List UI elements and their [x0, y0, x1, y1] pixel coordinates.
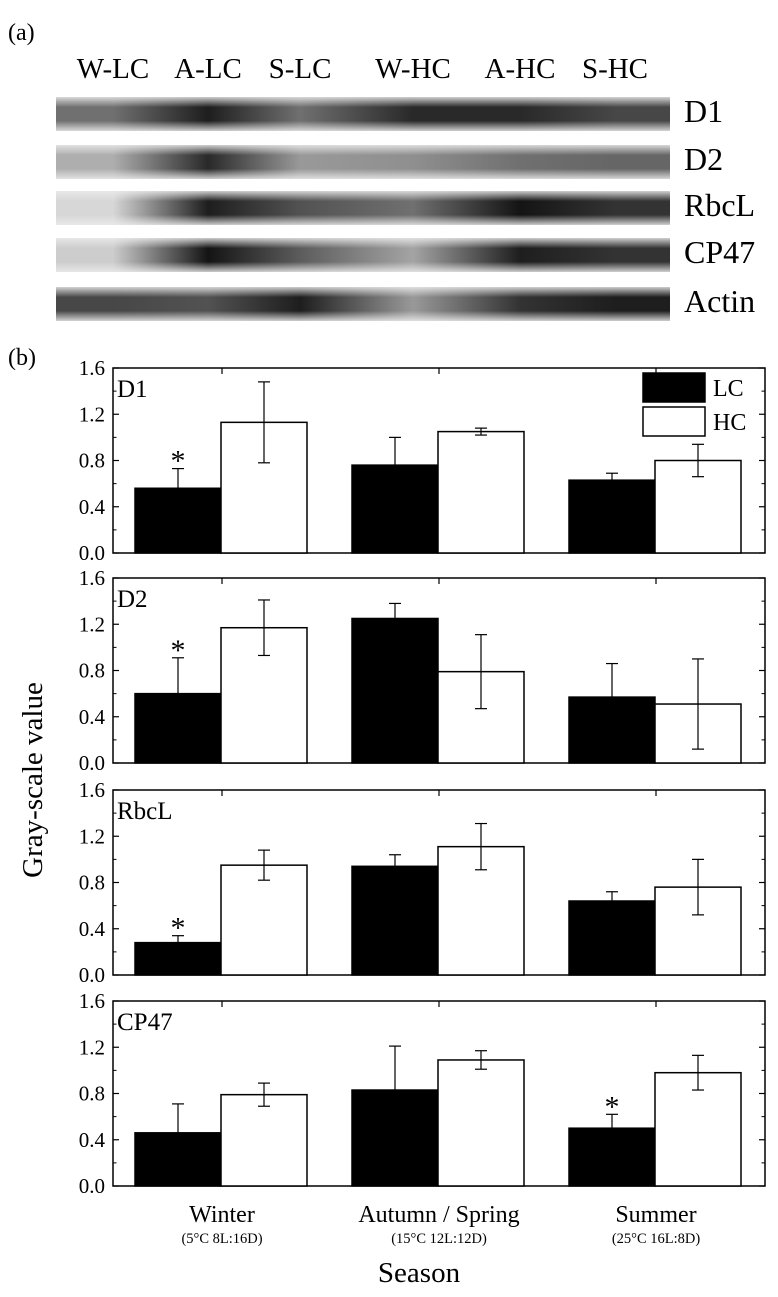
y-tick-label: 1.6	[79, 989, 105, 1013]
blot-row-actin	[56, 287, 670, 321]
y-tick-label: 0.0	[79, 1174, 105, 1198]
panel-b-label: (b)	[8, 345, 36, 371]
y-tick-label: 0.4	[79, 1128, 106, 1152]
x-category-label: Winter	[189, 1202, 255, 1228]
y-tick-label: 1.2	[79, 612, 105, 636]
bar-hc	[437, 1059, 525, 1187]
lane-label-a-hc: A-HC	[484, 53, 556, 85]
legend-swatch-lc	[642, 372, 706, 403]
bar-hc	[437, 670, 525, 764]
y-axis-title: Gray-scale value	[17, 682, 49, 878]
y-tick-label: 0.4	[79, 917, 106, 941]
bar-hc	[437, 430, 525, 554]
x-category-sublabel: (5°C 8L:16D)	[181, 1231, 262, 1247]
y-tick-label: 0.8	[79, 1082, 105, 1106]
lane-label-a-lc: A-LC	[174, 53, 242, 85]
lane-label-w-hc: W-HC	[375, 53, 451, 85]
bar-lc	[351, 865, 439, 976]
x-category-label: Summer	[615, 1202, 696, 1228]
blot-row-rbcl	[56, 191, 670, 225]
x-category-sublabel: (25°C 16L:8D)	[612, 1231, 701, 1247]
y-tick-label: 0.4	[79, 495, 106, 519]
blot-protein-label: Actin	[684, 283, 756, 319]
y-tick-label: 0.0	[79, 751, 105, 775]
bar-hc	[220, 1093, 308, 1187]
lane-label-w-lc: W-LC	[76, 53, 150, 85]
x-category-sublabel: (15°C 12L:12D)	[391, 1231, 487, 1247]
y-tick-label: 0.0	[79, 963, 105, 987]
y-tick-label: 1.2	[79, 824, 105, 848]
blot-protein-label: D2	[684, 141, 724, 177]
lane-label-s-lc: S-LC	[268, 53, 332, 85]
x-axis-title: Season	[378, 1257, 461, 1289]
panel-title-d1: D1	[117, 376, 148, 403]
y-tick-label: 0.4	[79, 705, 106, 729]
bar-lc	[351, 617, 439, 764]
blot-row-cp47	[56, 238, 670, 272]
significance-marker: *	[171, 912, 186, 945]
y-tick-label: 0.0	[79, 541, 105, 565]
significance-marker: *	[605, 1090, 620, 1123]
blot-protein-label: CP47	[684, 234, 756, 270]
y-tick-label: 1.6	[79, 566, 105, 590]
legend-swatch-hc	[642, 406, 706, 437]
lane-label-s-hc: S-HC	[581, 53, 649, 85]
bar-lc	[568, 479, 656, 554]
panel-title-cp47: CP47	[117, 1009, 173, 1036]
y-tick-label: 1.2	[79, 402, 105, 426]
blot-protein-label: RbcL	[684, 187, 756, 223]
blot-row-d1	[56, 97, 670, 131]
western-blot: W-LC A-LC S-LC W-HC A-HC S-HC D1 D2 RbcL CP47 Acti…	[0, 0, 778, 340]
bar-lc	[568, 900, 656, 976]
y-tick-label: 1.6	[79, 778, 105, 802]
y-tick-label: 1.6	[79, 356, 105, 380]
y-tick-label: 1.2	[79, 1035, 105, 1059]
panel-a-label: (a)	[8, 20, 35, 46]
y-tick-label: 0.8	[79, 449, 105, 473]
legend-label-hc: HC	[713, 410, 746, 436]
significance-marker: *	[171, 634, 186, 667]
legend-label-lc: LC	[713, 376, 744, 402]
panel-title-d2: D2	[117, 586, 148, 613]
bar-hc	[654, 1071, 742, 1187]
x-category-label: Autumn / Spring	[358, 1202, 519, 1228]
blot-row-d2	[56, 145, 670, 179]
significance-marker: *	[171, 445, 186, 478]
panel-title-rbcl: RbcL	[117, 798, 173, 825]
blot-protein-label: D1	[684, 93, 724, 129]
y-tick-label: 0.8	[79, 871, 105, 895]
bar-hc	[220, 864, 308, 976]
y-tick-label: 0.8	[79, 659, 105, 683]
